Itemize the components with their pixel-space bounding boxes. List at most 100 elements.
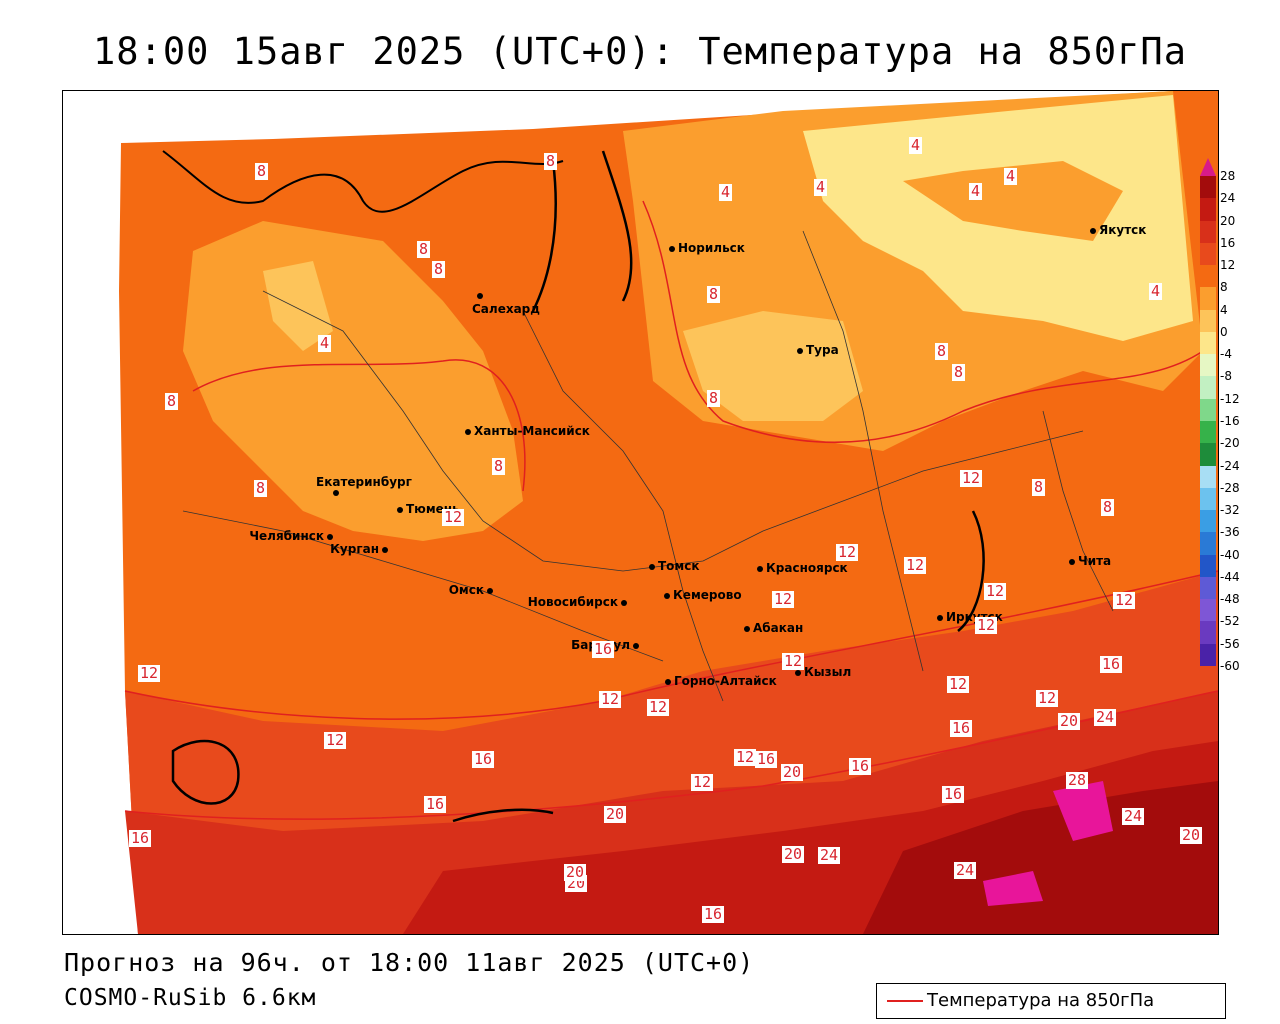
- city-dot: [669, 246, 675, 252]
- contour-value-label: 20: [781, 763, 804, 781]
- colorbar-tick-label: -60: [1220, 659, 1240, 673]
- city-label: Челябинск: [249, 529, 324, 543]
- colorbar-segment: [1200, 576, 1216, 600]
- city-dot: [397, 507, 403, 513]
- contour-value-label: 12: [442, 508, 465, 526]
- colorbar-tick-label: -32: [1220, 503, 1240, 518]
- colorbar-segment: [1200, 220, 1216, 244]
- contour-value-label: 8: [165, 392, 179, 410]
- city-dot: [465, 429, 471, 435]
- contour-value-label: 12: [782, 652, 805, 670]
- contour-value-label: 24: [954, 861, 977, 879]
- contour-value-label: 4: [318, 334, 332, 352]
- contour-value-label: 12: [138, 664, 161, 682]
- contour-value-label: 8: [254, 479, 268, 497]
- colorbar-tick-label: -24: [1220, 458, 1240, 473]
- contour-value-label: 4: [1004, 167, 1018, 185]
- contour-value-label: 8: [707, 285, 721, 303]
- city-dot: [665, 679, 671, 685]
- city-label: Кызыл: [804, 665, 852, 679]
- contour-value-label: 8: [544, 152, 558, 170]
- city-dot: [797, 348, 803, 354]
- contour-value-label: 12: [734, 748, 757, 766]
- model-name: COSMO-RuSib 6.6км: [64, 985, 317, 1011]
- city-dot: [757, 566, 763, 572]
- contour-value-label: 8: [417, 240, 431, 258]
- colorbar-tick-label: -48: [1220, 592, 1240, 607]
- city-label: Тура: [806, 343, 839, 357]
- city-label: Абакан: [753, 621, 804, 635]
- contour-value-label: 12: [975, 616, 998, 634]
- colorbar-segment: [1200, 643, 1216, 667]
- contour-value-label: 12: [836, 543, 859, 561]
- contour-value-label: 20: [1180, 826, 1203, 844]
- contour-value-label: 12: [324, 731, 347, 749]
- colorbar-segment: [1200, 554, 1216, 578]
- colorbar-tick-label: 12: [1220, 258, 1236, 273]
- colorbar-tick-label: -28: [1220, 480, 1240, 495]
- city-dot: [1090, 228, 1096, 234]
- contour-value-label: 12: [691, 773, 714, 791]
- contour-value-label: 4: [909, 136, 923, 154]
- contour-value-label: 4: [719, 183, 733, 201]
- colorbar-segment: [1200, 242, 1216, 266]
- colorbar-segment: [1200, 287, 1216, 311]
- city-label: Горно-Алтайск: [674, 674, 777, 688]
- colorbar-segment: [1200, 510, 1216, 533]
- city-dot: [633, 643, 639, 649]
- map-title: 18:00 15авг 2025 (UTC+0): Температура на…: [93, 30, 1187, 73]
- colorbar-segment: [1200, 309, 1216, 333]
- contour-value-label: 16: [472, 750, 495, 768]
- colorbar-tick-label: -52: [1220, 614, 1240, 629]
- colorbar-tick-label: -40: [1220, 547, 1240, 562]
- legend-box: Температура на 850гПа: [876, 983, 1226, 1019]
- city-label: Красноярск: [766, 561, 848, 575]
- colorbar-tick-label: -36: [1220, 525, 1240, 540]
- colorbar-tick-label: -12: [1220, 391, 1240, 406]
- city-dot: [1069, 559, 1075, 565]
- contour-value-label: 12: [984, 582, 1007, 600]
- colorbar-tick-label: -4: [1220, 347, 1232, 362]
- colorbar-tick-label: 0: [1220, 324, 1228, 339]
- colorbar-tick-label: 24: [1220, 191, 1236, 206]
- colorbar-segment: [1200, 421, 1216, 444]
- contour-value-label: 8: [952, 363, 966, 381]
- colorbar-segment: [1200, 621, 1216, 645]
- contour-value-label: 8: [432, 260, 446, 278]
- contour-value-label: 20: [564, 863, 587, 881]
- contour-value-label: 16: [424, 795, 447, 813]
- colorbar-tick-label: -44: [1220, 569, 1240, 584]
- city-dot: [333, 490, 339, 496]
- city-dot: [327, 534, 333, 540]
- colorbar-tick-label: -56: [1220, 636, 1240, 651]
- colorbar-tick-label: 28: [1220, 169, 1236, 183]
- contour-value-label: 16: [950, 719, 973, 737]
- colorbar-segment: [1200, 331, 1216, 355]
- colorbar-segment: [1200, 176, 1216, 199]
- forecast-info: Прогноз на 96ч. от 18:00 11авг 2025 (UTC…: [64, 948, 755, 977]
- colorbar-segment: [1200, 265, 1216, 288]
- colorbar-tick-label: -20: [1220, 436, 1240, 451]
- colorbar-segment: [1200, 532, 1216, 556]
- temperature-field: [119, 91, 1218, 934]
- city-label: Екатеринбург: [316, 475, 412, 489]
- contour-value-label: 12: [960, 469, 983, 487]
- city-dot: [664, 593, 670, 599]
- contour-value-label: 20: [604, 805, 627, 823]
- colorbar-tick-label: 4: [1220, 302, 1228, 317]
- contour-value-label: 24: [1094, 708, 1117, 726]
- colorbar-segment: [1200, 376, 1216, 400]
- city-dot: [382, 547, 388, 553]
- contour-value-label: 16: [849, 757, 872, 775]
- colorbar-tick-label: 16: [1220, 235, 1236, 250]
- contour-value-label: 12: [599, 690, 622, 708]
- colorbar-top-arrow: [1200, 158, 1216, 176]
- city-label: Ханты-Мансийск: [474, 424, 590, 438]
- colorbar-segment: [1200, 487, 1216, 511]
- colorbar-segment: [1200, 599, 1216, 622]
- contour-value-label: 8: [255, 162, 269, 180]
- contour-value-label: 8: [1101, 498, 1115, 516]
- city-dot: [477, 293, 483, 299]
- contour-value-label: 12: [1113, 591, 1136, 609]
- contour-value-label: 16: [1100, 655, 1123, 673]
